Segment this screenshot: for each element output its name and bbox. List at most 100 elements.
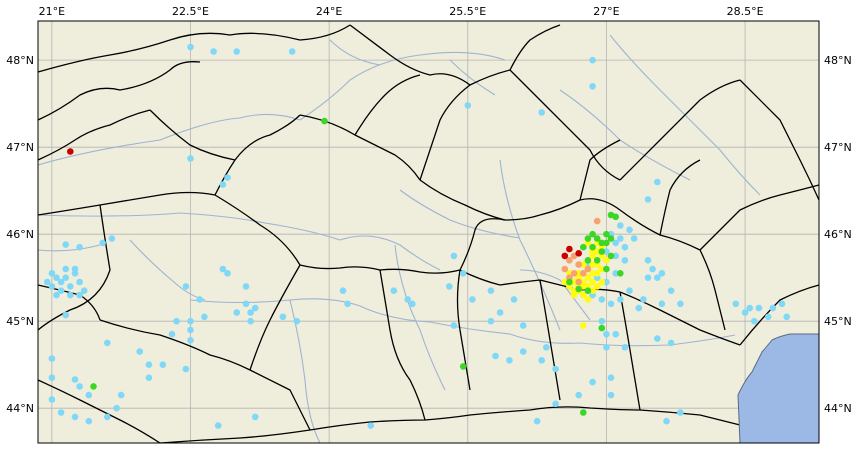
cyan-point	[242, 283, 250, 290]
cyan-point	[48, 396, 56, 403]
cyan-point	[247, 317, 254, 325]
cyan-point	[136, 348, 143, 355]
cyan-point	[492, 352, 499, 360]
green-point	[580, 409, 587, 416]
cyan-point	[62, 274, 69, 282]
cyan-point	[57, 287, 65, 295]
lon-tick-label: 24°E	[316, 5, 342, 18]
cyan-point	[187, 317, 194, 325]
cyan-point	[538, 357, 545, 364]
cyan-point	[496, 309, 504, 316]
cyan-point	[67, 291, 74, 299]
cyan-point	[783, 313, 790, 321]
cyan-point	[617, 222, 624, 229]
rivers	[37, 34, 761, 444]
yellow-point	[589, 278, 596, 286]
green-point	[593, 257, 601, 264]
cyan-point	[658, 270, 666, 277]
cyan-point	[621, 344, 629, 351]
lon-tick-label: 22.5°E	[172, 5, 209, 18]
cyan-point	[57, 278, 65, 286]
cyan-point	[48, 355, 56, 362]
cyan-point	[603, 248, 610, 255]
administrative-borders	[37, 24, 820, 444]
cyan-point	[598, 317, 606, 325]
green-point	[607, 252, 615, 260]
cyan-point	[367, 422, 375, 429]
land-area	[38, 21, 819, 443]
cyan-point	[43, 278, 51, 286]
cyan-point	[644, 196, 652, 203]
green-point	[584, 287, 592, 295]
green-point	[598, 248, 606, 255]
lat-tick-label-right: 45°N	[824, 315, 852, 328]
cyan-point	[612, 252, 619, 260]
cyan-point	[617, 296, 624, 303]
lon-tick-label: 28.5°E	[727, 5, 764, 18]
cyan-point	[71, 413, 79, 421]
cyan-point	[575, 391, 582, 399]
cyan-point	[464, 102, 472, 109]
cyan-point	[649, 265, 656, 273]
cyan-point	[233, 309, 240, 316]
cyan-point	[607, 391, 615, 399]
cyan-point	[630, 235, 638, 242]
cyan-point	[145, 361, 153, 369]
cyan-point	[293, 317, 301, 325]
cyan-point	[53, 274, 60, 282]
lon-tick-label: 21°E	[39, 5, 65, 18]
cyan-point	[53, 291, 60, 299]
cyan-point	[621, 243, 629, 251]
orange-point	[584, 265, 592, 273]
green-point	[598, 324, 606, 332]
lat-tick-label-left: 47°N	[6, 141, 34, 154]
cyan-point	[390, 287, 398, 295]
cyan-point	[76, 243, 83, 251]
green-point	[459, 363, 467, 370]
cyan-point	[778, 300, 786, 308]
cyan-point	[510, 296, 518, 303]
lat-tick-label-left: 45°N	[6, 315, 34, 328]
cyan-point	[469, 296, 476, 303]
cyan-point	[589, 83, 596, 90]
cyan-point	[251, 413, 259, 421]
orange-point	[575, 261, 582, 268]
green-point	[580, 243, 587, 251]
cyan-point	[117, 391, 125, 399]
cyan-point	[344, 300, 351, 308]
cyan-point	[589, 378, 596, 386]
lat-tick-label-right: 46°N	[824, 228, 852, 241]
red-point	[566, 245, 573, 253]
lon-tick-label: 25.5°E	[449, 5, 486, 18]
yellow-point	[598, 265, 606, 273]
lat-tick-label-right: 47°N	[824, 141, 852, 154]
cyan-point	[677, 300, 684, 308]
orange-point	[566, 257, 573, 264]
cyan-point	[607, 300, 615, 308]
cyan-point	[677, 409, 684, 416]
cyan-point	[76, 291, 83, 299]
cyan-point	[145, 374, 153, 382]
green-point	[612, 213, 619, 221]
cyan-point	[589, 56, 596, 64]
cyan-point	[552, 365, 559, 373]
cyan-point	[506, 357, 513, 364]
yellow-point	[580, 261, 587, 268]
cyan-point	[210, 48, 217, 55]
orange-point	[580, 270, 587, 277]
green-point	[598, 239, 606, 247]
black-sea	[737, 333, 820, 444]
cyan-point	[598, 296, 606, 303]
cyan-point	[71, 376, 79, 383]
yellow-point	[593, 283, 601, 290]
yellow-point	[593, 248, 601, 255]
orange-point	[575, 278, 582, 286]
yellow-point	[584, 296, 592, 303]
cyan-point	[251, 304, 259, 312]
yellow-point	[580, 278, 587, 286]
green-point	[575, 285, 582, 293]
cyan-point	[538, 109, 545, 116]
cyan-point	[219, 181, 227, 188]
cyan-point	[533, 417, 541, 425]
